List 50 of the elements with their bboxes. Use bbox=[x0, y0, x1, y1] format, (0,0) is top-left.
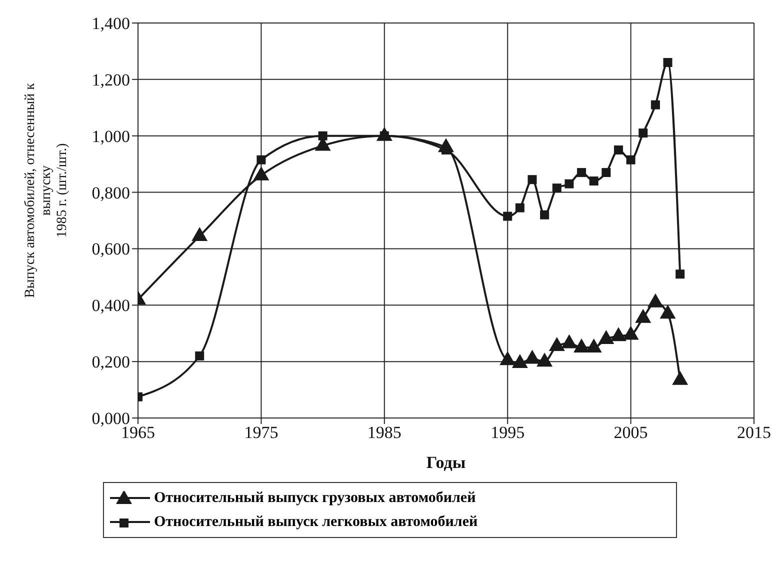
point bbox=[676, 270, 685, 279]
point bbox=[561, 334, 578, 348]
point bbox=[610, 327, 626, 342]
point bbox=[256, 155, 266, 164]
y-tick-label: 0,400 bbox=[92, 296, 130, 316]
legend-label: Относительный выпуск легковых автомобилей bbox=[154, 514, 478, 530]
point bbox=[635, 308, 652, 323]
legend-label: Относительный выпуск грузовых автомобилей bbox=[154, 490, 476, 506]
point bbox=[602, 168, 611, 178]
point bbox=[660, 304, 676, 319]
point bbox=[540, 210, 550, 220]
x-tick-label: 1975 bbox=[244, 423, 278, 442]
point bbox=[622, 326, 639, 340]
x-tick-label: 1985 bbox=[367, 423, 402, 442]
point bbox=[598, 330, 614, 344]
x-tick-label: 2005 bbox=[614, 423, 648, 442]
point bbox=[503, 212, 512, 221]
y-tick-label: 1,000 bbox=[92, 126, 130, 146]
point bbox=[512, 354, 528, 368]
point bbox=[638, 128, 648, 138]
x-tick-label: 1995 bbox=[490, 423, 525, 442]
point bbox=[577, 168, 586, 178]
point bbox=[318, 131, 328, 140]
point bbox=[626, 155, 636, 164]
point bbox=[647, 293, 664, 308]
point bbox=[564, 179, 574, 188]
point bbox=[192, 227, 208, 242]
point bbox=[663, 58, 672, 67]
y-tick-label: 0,200 bbox=[92, 352, 130, 372]
point bbox=[589, 176, 598, 186]
point bbox=[528, 175, 537, 184]
point bbox=[548, 337, 565, 352]
x-tick-label: 2015 bbox=[737, 423, 771, 442]
point bbox=[586, 338, 602, 352]
point bbox=[574, 338, 590, 352]
point bbox=[614, 145, 623, 154]
y-tick-label: 1,400 bbox=[92, 14, 130, 34]
y-axis-title: Выпуск автомобилей, отнесенный к выпуску 1985 г. (шт./шт.) bbox=[23, 82, 70, 298]
y-tick-label: 0,800 bbox=[92, 183, 130, 202]
x-axis-title: Годы bbox=[426, 453, 466, 472]
point bbox=[672, 370, 688, 385]
point bbox=[552, 184, 562, 193]
x-tick-label: 1965 bbox=[121, 423, 155, 442]
point bbox=[515, 203, 524, 212]
point bbox=[500, 351, 516, 366]
point bbox=[650, 100, 660, 110]
point bbox=[536, 352, 553, 367]
point bbox=[524, 350, 540, 364]
y-tick-label: 0,600 bbox=[92, 240, 130, 259]
y-tick-label: 1,200 bbox=[92, 70, 130, 90]
